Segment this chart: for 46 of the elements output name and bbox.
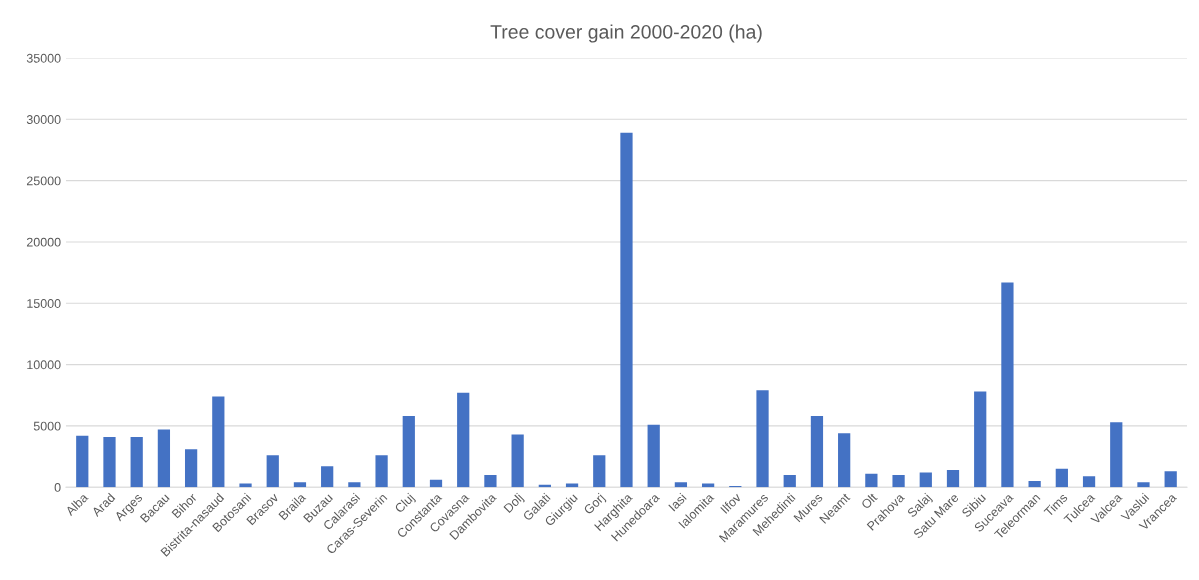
y-tick-label: 30000 [26, 115, 61, 124]
bar [946, 470, 960, 488]
bar [647, 424, 660, 488]
bar [756, 390, 769, 488]
bar [593, 455, 606, 488]
bar [484, 474, 497, 488]
bar [674, 482, 688, 488]
bar [76, 435, 89, 488]
bar [838, 433, 851, 488]
bar [783, 474, 796, 488]
bar [293, 482, 307, 488]
y-tick-label: 0 [54, 483, 61, 492]
bar [429, 479, 443, 488]
chart-title: Tree cover gain 2000-2020 (ha) [490, 24, 762, 43]
x-tick-label: Alba [64, 492, 89, 517]
y-tick-label: 20000 [26, 237, 61, 247]
bar [266, 455, 279, 488]
bar [184, 449, 198, 488]
bar [892, 474, 905, 488]
y-tick-label: 10000 [27, 360, 61, 370]
bar [1082, 476, 1096, 488]
bar [402, 416, 415, 488]
bar [1164, 471, 1177, 488]
y-tick-label: 35000 [26, 53, 61, 63]
bar [1055, 468, 1068, 488]
bar [457, 392, 470, 488]
bar [375, 455, 388, 488]
bar [1137, 482, 1150, 488]
bar [1001, 282, 1014, 488]
bar [620, 132, 633, 488]
y-tick-label: 25000 [26, 176, 61, 186]
bar [865, 473, 878, 488]
bar [810, 416, 824, 488]
bar [919, 472, 932, 488]
bar [511, 434, 524, 488]
bar [1028, 481, 1041, 488]
y-tick-label: 5000 [33, 421, 61, 431]
bar [974, 391, 987, 488]
bar [348, 482, 361, 488]
bar [157, 429, 171, 488]
bar [103, 436, 116, 488]
y-tick-label: 15000 [27, 299, 61, 308]
bar [1110, 422, 1123, 488]
bar [130, 436, 143, 488]
bar [321, 466, 334, 488]
bar [212, 396, 225, 488]
